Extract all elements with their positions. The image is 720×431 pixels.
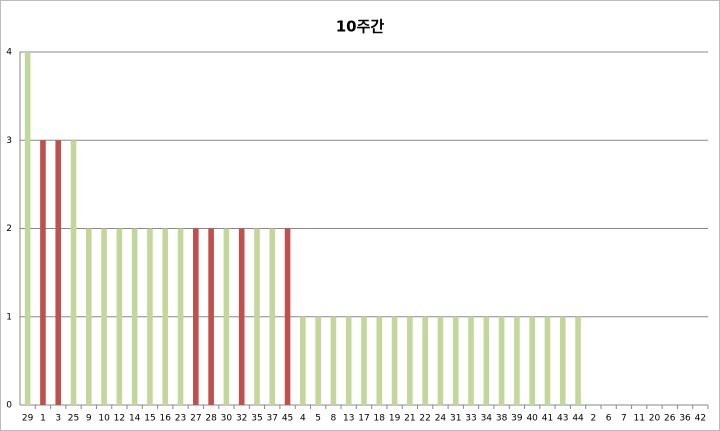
bar: [300, 316, 306, 405]
bar: [101, 228, 107, 405]
bar: [559, 316, 566, 405]
x-tick-label: 35: [251, 414, 262, 424]
bar: [55, 140, 62, 405]
bar: [529, 316, 535, 405]
x-tick-label: 12: [114, 414, 125, 424]
bar: [361, 316, 367, 405]
bar: [284, 228, 291, 405]
bar: [498, 316, 505, 405]
x-tick-label: 5: [315, 414, 321, 424]
bar: [254, 228, 260, 405]
y-tick-label: 4: [6, 48, 12, 58]
x-tick-label: 39: [511, 414, 523, 424]
bar: [483, 316, 490, 405]
x-tick-label: 19: [389, 414, 401, 424]
x-tick-label: 21: [404, 414, 415, 424]
x-tick-label: 33: [465, 414, 476, 424]
x-tick-label: 42: [695, 414, 706, 424]
x-tick-label: 6: [606, 414, 612, 424]
x-tick-label: 16: [160, 414, 172, 424]
bar: [162, 228, 169, 405]
bar: [40, 140, 46, 405]
bar: [345, 316, 352, 405]
bar: [468, 316, 474, 405]
bar: [391, 316, 398, 405]
x-tick-label: 8: [331, 414, 337, 424]
x-tick-label: 32: [236, 414, 247, 424]
bar: [208, 228, 214, 405]
x-tick-label: 44: [572, 414, 584, 424]
bar: [575, 316, 581, 405]
bar: [238, 228, 245, 405]
bar: [223, 228, 230, 405]
x-tick-label: 20: [649, 414, 661, 424]
x-tick-label: 36: [679, 414, 691, 424]
bar: [193, 228, 199, 405]
bar: [422, 316, 428, 405]
x-tick-label: 45: [282, 414, 293, 424]
x-tick-label: 18: [374, 414, 386, 424]
x-tick-label: 41: [542, 414, 553, 424]
x-tick-label: 13: [343, 414, 354, 424]
x-tick-label: 43: [557, 414, 568, 424]
x-tick-label: 28: [205, 414, 217, 424]
bar: [407, 316, 413, 405]
x-tick-label: 38: [496, 414, 508, 424]
bar: [437, 316, 444, 405]
x-tick-label: 14: [129, 414, 141, 424]
x-tick-label: 11: [633, 414, 644, 424]
x-tick-label: 34: [481, 414, 493, 424]
x-tick-label: 37: [267, 414, 278, 424]
x-tick-label: 3: [55, 414, 61, 424]
y-tick-label: 0: [6, 401, 12, 411]
bar: [86, 228, 92, 405]
bar: [147, 228, 153, 405]
x-tick-label: 1: [40, 414, 46, 424]
bar: [116, 228, 123, 405]
x-tick-label: 17: [358, 414, 369, 424]
x-tick-label: 29: [22, 414, 34, 424]
bar: [24, 52, 31, 405]
bar: [514, 316, 520, 405]
x-tick-label: 7: [621, 414, 627, 424]
bar: [269, 228, 276, 405]
x-tick-label: 30: [221, 414, 233, 424]
x-tick-label: 4: [300, 414, 306, 424]
bar: [177, 228, 184, 405]
y-tick-label: 3: [6, 136, 12, 146]
bar: [70, 140, 77, 405]
x-tick-label: 9: [86, 414, 92, 424]
x-tick-label: 26: [664, 414, 676, 424]
y-tick-label: 2: [6, 224, 12, 234]
chart-title: 10주간: [336, 18, 385, 36]
x-tick-label: 22: [419, 414, 430, 424]
x-tick-label: 23: [175, 414, 186, 424]
y-tick-label: 1: [6, 312, 12, 322]
x-tick-label: 24: [435, 414, 447, 424]
x-tick-label: 10: [98, 414, 110, 424]
bar: [131, 228, 138, 405]
bar: [376, 316, 383, 405]
x-tick-label: 2: [590, 414, 596, 424]
x-tick-label: 27: [190, 414, 201, 424]
bar: [452, 316, 459, 405]
bar: [315, 316, 321, 405]
x-tick-label: 31: [450, 414, 461, 424]
x-tick-label: 25: [68, 414, 79, 424]
bar: [544, 316, 551, 405]
bar: [330, 316, 337, 405]
x-tick-label: 40: [526, 414, 538, 424]
x-tick-label: 15: [144, 414, 155, 424]
